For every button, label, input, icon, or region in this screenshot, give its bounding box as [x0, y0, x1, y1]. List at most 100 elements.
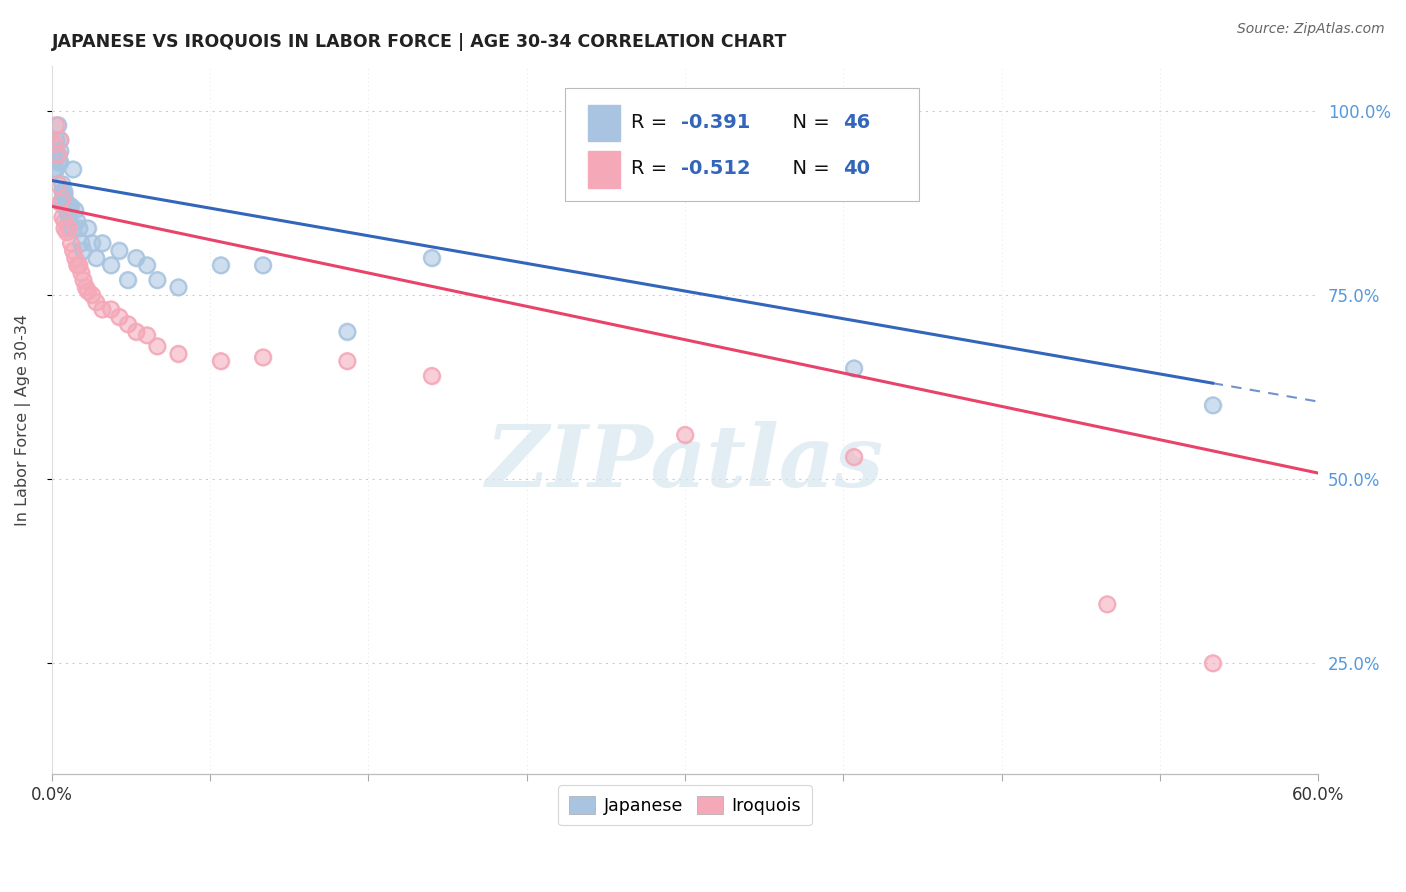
Point — [125, 251, 148, 265]
Point — [252, 351, 274, 365]
Point — [84, 251, 107, 265]
Text: 46: 46 — [844, 112, 870, 132]
Point — [117, 317, 139, 331]
Text: R =: R = — [631, 112, 673, 132]
Point — [58, 211, 80, 225]
Point — [67, 258, 90, 272]
Point — [673, 427, 696, 442]
Point — [53, 185, 76, 199]
Point — [84, 251, 107, 265]
Text: -0.512: -0.512 — [682, 160, 751, 178]
Text: N =: N = — [780, 112, 837, 132]
Point — [420, 368, 443, 383]
Text: Source: ZipAtlas.com: Source: ZipAtlas.com — [1237, 22, 1385, 37]
Point — [62, 221, 84, 235]
Point — [100, 302, 122, 317]
Point — [135, 328, 157, 343]
Point — [49, 144, 72, 158]
Text: R =: R = — [631, 160, 673, 178]
FancyBboxPatch shape — [588, 104, 620, 142]
Point — [55, 195, 77, 210]
Point — [1202, 398, 1225, 412]
Point — [59, 199, 82, 213]
Point — [1202, 657, 1225, 671]
Point — [51, 211, 73, 225]
Point — [51, 178, 73, 192]
Point — [80, 236, 103, 251]
Point — [59, 236, 82, 251]
Legend: Japanese, Iroquois: Japanese, Iroquois — [558, 785, 811, 825]
Point — [49, 144, 72, 158]
Point — [46, 155, 69, 169]
Point — [42, 136, 65, 151]
Point — [53, 185, 76, 199]
Point — [252, 258, 274, 272]
FancyBboxPatch shape — [588, 151, 620, 188]
Point — [55, 202, 77, 217]
Point — [45, 147, 67, 161]
Point — [53, 214, 76, 228]
Point — [66, 258, 89, 272]
Point — [59, 199, 82, 213]
Point — [135, 258, 157, 272]
Point — [135, 258, 157, 272]
Point — [842, 361, 865, 376]
Point — [125, 325, 148, 339]
Text: ZIPatlas: ZIPatlas — [486, 421, 884, 504]
Point — [76, 221, 98, 235]
Point — [46, 147, 69, 161]
Point — [146, 339, 169, 353]
Point — [51, 195, 73, 210]
Point — [70, 266, 93, 280]
Point — [146, 273, 169, 287]
Point — [63, 251, 86, 265]
Point — [62, 244, 84, 258]
Point — [252, 351, 274, 365]
Point — [842, 450, 865, 464]
Point — [66, 214, 89, 228]
Point — [70, 266, 93, 280]
Point — [45, 162, 67, 177]
Point — [55, 195, 77, 210]
Point — [108, 244, 131, 258]
Point — [51, 195, 73, 210]
Point — [125, 251, 148, 265]
Point — [45, 147, 67, 161]
FancyBboxPatch shape — [565, 87, 920, 201]
Point — [45, 118, 67, 132]
Point — [53, 221, 76, 235]
Point — [46, 178, 69, 192]
Point — [58, 199, 80, 213]
Point — [91, 302, 114, 317]
Point — [108, 310, 131, 324]
Point — [58, 199, 80, 213]
Point — [67, 258, 90, 272]
Point — [72, 244, 94, 258]
Point — [46, 155, 69, 169]
Point — [70, 236, 93, 251]
Point — [209, 354, 232, 368]
Point — [46, 118, 69, 132]
Point — [135, 328, 157, 343]
Point — [91, 236, 114, 251]
Point — [46, 118, 69, 132]
Point — [72, 273, 94, 287]
Point — [42, 152, 65, 166]
Point — [42, 162, 65, 177]
Point — [51, 185, 73, 199]
Point — [58, 221, 80, 235]
Point — [209, 258, 232, 272]
Point — [84, 295, 107, 310]
Point — [1202, 657, 1225, 671]
Text: 40: 40 — [844, 160, 870, 178]
Point — [53, 188, 76, 202]
Point — [62, 162, 84, 177]
Point — [51, 211, 73, 225]
Point — [63, 251, 86, 265]
Point — [1095, 597, 1118, 611]
Point — [100, 302, 122, 317]
Point — [167, 280, 190, 294]
Point — [49, 133, 72, 147]
Point — [55, 202, 77, 217]
Point — [75, 280, 97, 294]
